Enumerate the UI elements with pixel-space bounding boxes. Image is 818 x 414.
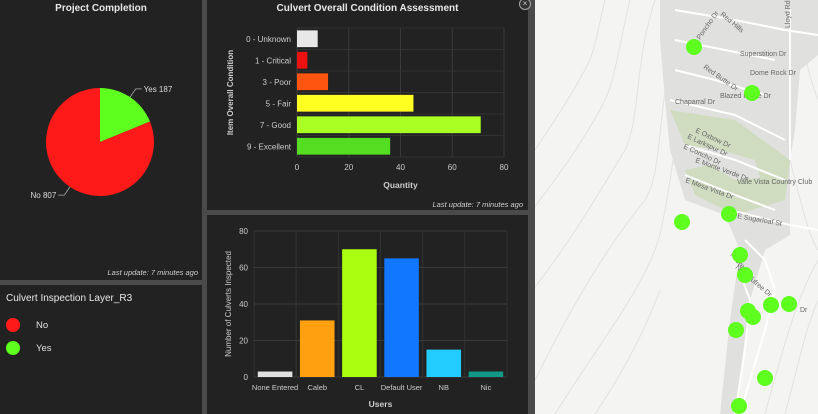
map-point bbox=[732, 247, 748, 263]
y-tick-label: 0 - Unknown bbox=[246, 35, 291, 44]
legend-yes-swatch bbox=[6, 341, 20, 355]
map-point bbox=[745, 309, 761, 325]
condition-chart-title: Culvert Overall Condition Assessment bbox=[276, 3, 459, 14]
map-canvas[interactable]: Lloyd Rd Poncho Dr Red Hills Superstitio… bbox=[535, 0, 818, 414]
y-tick-label: 60 bbox=[239, 264, 248, 273]
x-axis-label: Quantity bbox=[383, 180, 418, 190]
legend-title: Culvert Inspection Layer_R3 bbox=[6, 293, 133, 304]
x-tick-label: 20 bbox=[344, 163, 353, 172]
x-tick-label: CL bbox=[355, 383, 365, 392]
bar-1-critical bbox=[297, 51, 308, 69]
y-axis-label: Item Overall Condition bbox=[226, 50, 235, 135]
bar-3-poor bbox=[297, 73, 329, 91]
street-label: Valle Vista Country Club bbox=[737, 179, 812, 186]
x-tick-label: 80 bbox=[500, 163, 509, 172]
x-tick-label: 40 bbox=[396, 163, 405, 172]
x-tick-label: Caleb bbox=[307, 383, 327, 392]
legend-item-yes[interactable]: Yes bbox=[6, 341, 52, 355]
bar-5-fair bbox=[297, 94, 414, 112]
inspection-points bbox=[674, 39, 797, 414]
map-point bbox=[744, 85, 760, 101]
street-label: Superstition Dr bbox=[740, 51, 787, 58]
bar-nic bbox=[468, 371, 504, 377]
map-point bbox=[781, 296, 797, 312]
map-view[interactable]: Lloyd Rd Poncho Dr Red Hills Superstitio… bbox=[535, 0, 818, 414]
legend-panel: Culvert Inspection Layer_R3 No Yes bbox=[0, 285, 202, 414]
street-label: Chaparral Dr bbox=[675, 99, 716, 106]
map-point bbox=[731, 398, 747, 414]
inspections-bar-chart: 0 20 40 60 80 None Entered Caleb CL Default User… bbox=[224, 227, 508, 409]
condition-chart-panel: Culvert Overall Condition Assessment 0 20… bbox=[207, 0, 528, 210]
pie-label-yes: Yes 187 bbox=[144, 85, 173, 94]
bar-nb bbox=[426, 349, 462, 377]
legend-no-label: No bbox=[36, 319, 49, 331]
project-completion-panel: Project Completion Yes 187 No 807 Last up… bbox=[0, 0, 202, 280]
condition-bar-chart: 0 20 40 60 80 0 - Unknown 1 - Critical 3 - Poor… bbox=[226, 27, 509, 190]
y-tick-label: 20 bbox=[239, 337, 248, 346]
street-label: Dome Rock Dr bbox=[750, 70, 797, 77]
pie-leader-line bbox=[129, 88, 142, 98]
bar-caleb bbox=[299, 320, 335, 377]
legend-item-no[interactable]: No bbox=[6, 318, 48, 332]
y-tick-label: 3 - Poor bbox=[263, 78, 292, 87]
golf-course-area bbox=[670, 110, 790, 215]
y-axis-label: Number of Culverts Inspected bbox=[224, 251, 233, 357]
pie-slice-yes bbox=[100, 88, 150, 142]
bar-default-user bbox=[384, 258, 419, 377]
inspections-chart-panel: 0 20 40 60 80 None Entered Caleb CL Default User… bbox=[207, 215, 528, 414]
y-tick-label: 9 - Excellent bbox=[247, 142, 292, 151]
pie-label-no: No 807 bbox=[31, 191, 57, 200]
pie-leader-line bbox=[58, 186, 71, 196]
legend-yes-label: Yes bbox=[36, 342, 52, 354]
x-tick-label: Default User bbox=[381, 383, 423, 392]
bar-0-unknown bbox=[297, 30, 318, 48]
project-completion-pie-chart: Yes 187 No 807 bbox=[31, 85, 173, 200]
y-tick-label: 40 bbox=[239, 300, 248, 309]
close-icon[interactable]: × bbox=[519, 0, 531, 10]
x-tick-label: Nic bbox=[480, 383, 491, 392]
map-point bbox=[737, 267, 753, 283]
y-tick-label: 5 - Fair bbox=[266, 99, 292, 108]
map-point bbox=[757, 370, 773, 386]
y-tick-label: 1 - Critical bbox=[255, 56, 291, 65]
x-tick-label: 60 bbox=[448, 163, 457, 172]
bar-7-good bbox=[297, 116, 481, 134]
project-completion-last-update: Last update: 7 minutes ago bbox=[107, 268, 198, 277]
map-point bbox=[728, 322, 744, 338]
condition-chart-last-update: Last update: 7 minutes ago bbox=[432, 200, 523, 209]
bar-cl bbox=[342, 249, 377, 377]
map-point bbox=[686, 39, 702, 55]
street-label: Lloyd Rd bbox=[785, 0, 792, 28]
x-axis-label: Users bbox=[369, 399, 393, 409]
project-completion-title: Project Completion bbox=[55, 3, 147, 14]
pie-slice-no bbox=[46, 88, 155, 196]
x-tick-label: 0 bbox=[295, 163, 300, 172]
map-point bbox=[763, 297, 779, 313]
legend-no-swatch bbox=[6, 318, 20, 332]
bar-none-entered bbox=[257, 371, 293, 377]
map-point bbox=[721, 206, 737, 222]
y-tick-label: 7 - Good bbox=[260, 121, 291, 130]
map-point bbox=[674, 214, 690, 230]
bar-9-excellent bbox=[297, 137, 391, 155]
y-tick-label: 0 bbox=[244, 373, 249, 382]
x-tick-label: None Entered bbox=[252, 383, 298, 392]
y-tick-label: 80 bbox=[239, 227, 248, 236]
street-label: Dr bbox=[800, 307, 808, 314]
x-tick-label: NB bbox=[439, 383, 449, 392]
